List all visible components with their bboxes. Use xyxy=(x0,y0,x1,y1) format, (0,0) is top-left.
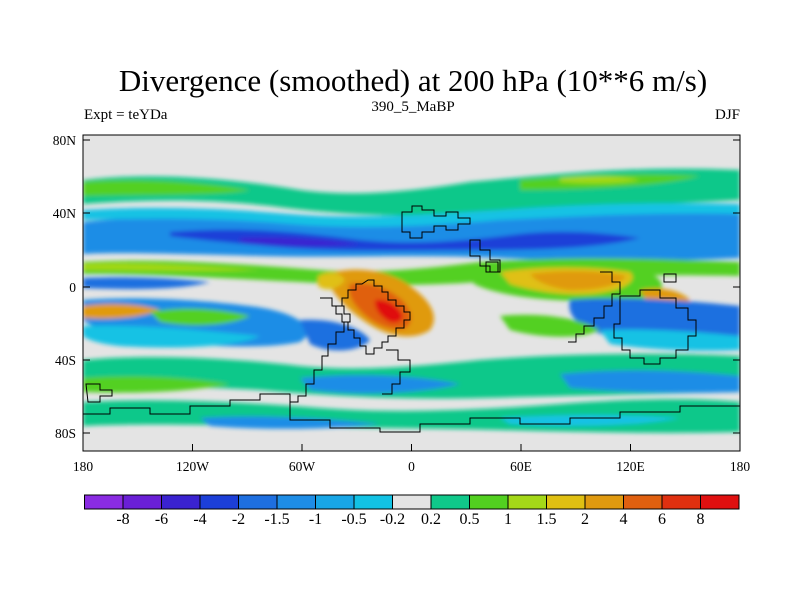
coastline-islands xyxy=(485,261,677,283)
colorbar-box xyxy=(353,494,393,510)
coastline-south-africa xyxy=(382,349,411,395)
coastline-south-america xyxy=(290,297,351,403)
case-label: 390_5_MaBP xyxy=(371,99,454,115)
longitude-axis xyxy=(82,444,741,451)
colorbar-box xyxy=(161,494,201,510)
colorbar-box xyxy=(315,494,355,510)
lon-tick-label: 120W xyxy=(176,459,209,474)
colorbar-box xyxy=(84,494,124,510)
coastline-asia xyxy=(568,271,621,343)
sh-mid-blue-east xyxy=(560,370,740,393)
contour-fill xyxy=(83,168,740,433)
lat-tick-label: 40N xyxy=(53,206,77,221)
colorbar-label: 6 xyxy=(658,511,666,528)
colorbar-label: 8 xyxy=(697,511,705,528)
colorbar-label: -0.2 xyxy=(380,511,405,528)
sh-blue-central xyxy=(300,319,370,351)
colorbar-labels: -8 -6 -4 -2 -1.5 -1 -0.5 -0.2 0.2 0.5 1 … xyxy=(116,511,704,528)
colorbar-box xyxy=(122,494,162,510)
polar-blue xyxy=(200,416,380,429)
nh-lime-band xyxy=(83,180,250,196)
colorbar-box xyxy=(507,494,547,510)
lat-tick-label: 0 xyxy=(69,280,76,295)
colorbar-label: 1.5 xyxy=(537,511,557,528)
colorbar-label: 0.2 xyxy=(421,511,441,528)
colorbar-box xyxy=(700,494,740,510)
colorbar-box xyxy=(546,494,586,510)
coastlines xyxy=(83,205,740,433)
coastline-antarctica xyxy=(83,393,740,433)
colorbar-box xyxy=(199,494,239,510)
colorbar-label: -4 xyxy=(193,511,206,528)
polar-cyan-east xyxy=(500,415,680,426)
colorbar-label: -6 xyxy=(155,511,168,528)
colorbar-label: 1 xyxy=(504,511,512,528)
lat-tick-label: 40S xyxy=(55,353,76,368)
colorbar-box xyxy=(276,494,316,510)
colorbar-box xyxy=(469,494,509,510)
colorbar xyxy=(84,494,740,510)
lat-tick-label: 80N xyxy=(53,133,77,148)
colorbar-label: -0.5 xyxy=(341,511,366,528)
colorbar-label: -8 xyxy=(116,511,129,528)
lon-tick-label: 60W xyxy=(289,459,316,474)
lon-tick-labels: 180 120W 60W 0 60E 120E 180 xyxy=(73,459,751,474)
eq-yellow-band xyxy=(83,263,260,271)
colorbar-box xyxy=(392,494,432,510)
nh-navy-core xyxy=(240,237,360,247)
indian-ocean-orange xyxy=(530,271,626,290)
colorbar-label: 4 xyxy=(620,511,628,528)
experiment-label: Expt = teYDa xyxy=(84,107,168,123)
lon-tick-label: 120E xyxy=(616,459,645,474)
coastline-nz xyxy=(85,383,113,403)
colorbar-label: 2 xyxy=(581,511,589,528)
sh-mid-blue xyxy=(300,375,460,394)
lon-tick-label: 0 xyxy=(408,459,415,474)
coastline-arabia xyxy=(469,239,501,273)
coastline-europe xyxy=(401,205,471,239)
lat-tick-labels: 80N 40N 0 40S 80S xyxy=(53,133,77,441)
divergence-field xyxy=(83,135,740,451)
season-label: DJF xyxy=(715,107,740,123)
nh-yellow-spot xyxy=(560,176,640,184)
colorbar-box xyxy=(430,494,470,510)
colorbar-box xyxy=(623,494,663,510)
lon-tick-label: 60E xyxy=(510,459,532,474)
colorbar-label: 0.5 xyxy=(460,511,480,528)
sh-mid-lime xyxy=(83,376,230,393)
latitude-axis xyxy=(83,139,740,434)
nh-cyan-band xyxy=(83,203,740,227)
sh-green-east xyxy=(500,314,600,337)
africa-yellow-ring xyxy=(318,272,345,290)
colorbar-label: -2 xyxy=(232,511,245,528)
figure-title: Divergence (smoothed) at 200 hPa (10**6 … xyxy=(119,63,707,98)
lon-tick-label: 180 xyxy=(73,459,94,474)
sh-green-west xyxy=(150,308,250,326)
coastline-australia xyxy=(613,289,697,365)
sh-orange-west xyxy=(83,303,160,319)
colorbar-box xyxy=(661,494,701,510)
africa-red-core xyxy=(374,299,403,323)
colorbar-label: -1.5 xyxy=(264,511,289,528)
colorbar-box xyxy=(584,494,624,510)
colorbar-box xyxy=(238,494,278,510)
eq-blue-west xyxy=(83,277,210,290)
sh-cyan-mix xyxy=(83,325,260,348)
lat-tick-label: 80S xyxy=(55,426,76,441)
colorbar-label: -1 xyxy=(309,511,322,528)
sh-cyan-east xyxy=(600,329,740,351)
nh-blue-band xyxy=(83,211,740,261)
lon-tick-label: 180 xyxy=(730,459,751,474)
